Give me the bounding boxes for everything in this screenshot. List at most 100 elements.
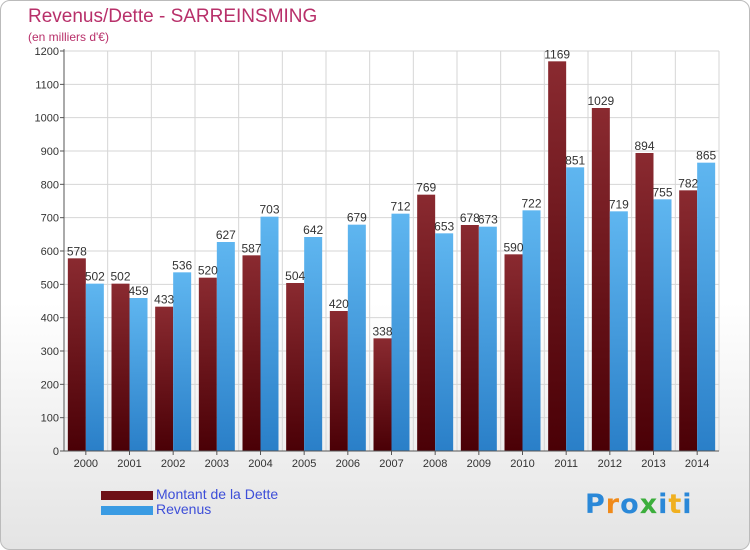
bar-revenus	[347, 224, 366, 451]
logo-letter: t	[668, 489, 683, 520]
y-tick-label: 300	[41, 346, 59, 358]
bar-revenus	[435, 233, 454, 451]
bar-dette	[198, 277, 217, 451]
bar-revenus	[129, 298, 148, 451]
data-label-dette: 678	[460, 211, 480, 225]
bar-dette	[417, 194, 436, 451]
bar-revenus	[653, 199, 672, 451]
bar-revenus	[85, 283, 104, 451]
data-label-dette: 590	[503, 240, 523, 254]
data-label-revenus: 502	[85, 270, 105, 284]
data-label-dette: 782	[678, 176, 698, 190]
x-tick-label: 2003	[205, 458, 229, 470]
x-tick-label: 2001	[117, 458, 141, 470]
bar-revenus	[566, 167, 585, 452]
x-tick-label: 2005	[292, 458, 316, 470]
data-label-dette: 502	[110, 270, 130, 284]
x-tick-label: 2002	[161, 458, 185, 470]
bar-revenus	[697, 162, 716, 451]
logo-letter: x	[639, 489, 659, 520]
bar-dette	[329, 311, 348, 451]
bar-dette	[67, 258, 86, 451]
x-tick-label: 2010	[510, 458, 534, 470]
bar-dette	[155, 306, 174, 451]
data-label-dette: 433	[154, 293, 174, 307]
x-tick-label: 2008	[423, 458, 447, 470]
y-tick-label: 800	[41, 179, 59, 191]
data-label-revenus: 673	[478, 213, 498, 227]
x-tick-label: 2006	[336, 458, 360, 470]
logo-letter: i	[658, 489, 669, 520]
bar-dette	[591, 108, 610, 451]
data-label-revenus: 755	[652, 185, 672, 199]
data-label-dette: 894	[634, 139, 654, 153]
bar-dette	[635, 153, 654, 451]
data-label-revenus: 627	[216, 228, 236, 242]
y-tick-label: 700	[41, 213, 59, 225]
legend-swatch-dette	[101, 491, 153, 500]
data-label-dette: 769	[416, 181, 436, 195]
x-tick-label: 2000	[74, 458, 98, 470]
bar-revenus	[609, 211, 628, 451]
data-label-revenus: 865	[696, 149, 716, 163]
data-label-revenus: 722	[521, 196, 541, 210]
y-tick-label: 600	[41, 246, 59, 258]
y-tick-label: 100	[41, 413, 59, 425]
bar-revenus	[478, 226, 497, 451]
data-label-revenus: 642	[303, 223, 323, 237]
data-label-dette: 420	[329, 297, 349, 311]
bar-dette	[286, 283, 305, 451]
x-tick-label: 2014	[685, 458, 709, 470]
proxiti-logo: Proxiti	[585, 489, 693, 520]
legend-swatch-revenus	[101, 506, 153, 515]
bar-dette	[548, 61, 567, 451]
data-label-revenus: 536	[172, 258, 192, 272]
y-tick-label: 200	[41, 379, 59, 391]
data-label-dette: 587	[241, 241, 261, 255]
logo-letter: P	[585, 489, 606, 520]
bar-revenus	[304, 237, 323, 451]
data-label-revenus: 703	[259, 203, 279, 217]
x-tick-label: 2004	[248, 458, 272, 470]
x-tick-label: 2012	[598, 458, 622, 470]
data-label-revenus: 851	[565, 153, 585, 167]
y-tick-label: 1000	[35, 113, 59, 125]
bar-dette	[373, 338, 392, 451]
bar-revenus	[216, 242, 235, 451]
y-tick-label: 1200	[35, 46, 59, 58]
y-tick-label: 500	[41, 279, 59, 291]
legend-label-revenus: Revenus	[156, 501, 212, 517]
bar-revenus	[173, 272, 192, 451]
bar-dette	[242, 255, 261, 451]
chart-title: Revenus/Dette - SARREINSMING	[28, 6, 318, 27]
bar-revenus	[391, 213, 410, 451]
bar-dette	[460, 225, 479, 451]
logo-letter: i	[682, 489, 693, 520]
x-tick-label: 2011	[554, 458, 578, 470]
bar-dette	[111, 283, 130, 451]
logo-letter: r	[605, 489, 621, 520]
data-label-revenus: 679	[347, 211, 367, 225]
bar-revenus	[260, 216, 279, 451]
bar-dette	[504, 254, 523, 451]
x-tick-label: 2013	[641, 458, 665, 470]
x-tick-label: 2007	[379, 458, 403, 470]
data-label-dette: 504	[285, 269, 305, 283]
chart-subtitle: (en milliers d'€)	[28, 30, 109, 44]
data-label-revenus: 653	[434, 219, 454, 233]
data-label-dette: 520	[198, 264, 218, 278]
data-label-revenus: 719	[609, 197, 629, 211]
bar-dette	[679, 190, 698, 452]
y-tick-label: 900	[41, 146, 59, 158]
data-label-dette: 1029	[587, 94, 614, 108]
data-label-revenus: 459	[128, 284, 148, 298]
y-tick-label: 0	[53, 446, 59, 458]
logo-letter: o	[620, 489, 640, 520]
data-label-dette: 338	[372, 324, 392, 338]
data-label-dette: 578	[67, 244, 87, 258]
data-label-revenus: 712	[390, 200, 410, 214]
y-tick-label: 400	[41, 313, 59, 325]
bar-revenus	[522, 210, 541, 451]
